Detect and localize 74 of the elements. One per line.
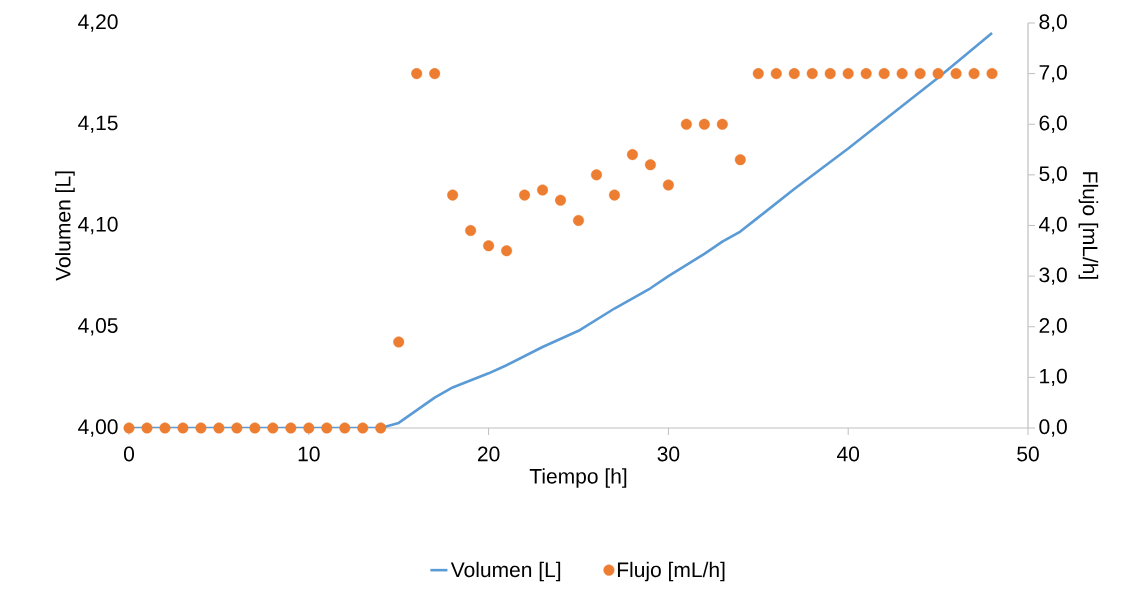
x-tick-label: 40 bbox=[837, 446, 860, 462]
point bbox=[339, 422, 351, 434]
point bbox=[806, 68, 818, 80]
x-tick-label: 20 bbox=[477, 446, 500, 462]
y2-tick-label: 1,0 bbox=[1040, 368, 1067, 387]
point bbox=[788, 68, 800, 80]
point bbox=[141, 422, 153, 434]
x-tick-label: 30 bbox=[657, 446, 680, 462]
legend-label: Volumen [L] bbox=[450, 561, 561, 582]
point bbox=[734, 154, 746, 166]
y2-tick-label: 0,0 bbox=[1039, 419, 1067, 437]
point bbox=[375, 422, 387, 434]
point bbox=[501, 245, 513, 257]
y-tick-label: 4,05 bbox=[78, 318, 118, 336]
y-axis-title: Volumen [L] bbox=[55, 171, 75, 281]
y2-tick-label: 6,0 bbox=[1039, 115, 1067, 133]
point bbox=[447, 189, 459, 201]
point bbox=[393, 336, 405, 348]
point bbox=[303, 422, 315, 434]
point bbox=[123, 422, 135, 434]
y2-axis-title: Flujo [mL/h] bbox=[1078, 172, 1099, 279]
point bbox=[429, 68, 441, 80]
point bbox=[213, 422, 225, 434]
point bbox=[914, 68, 926, 80]
point bbox=[662, 179, 674, 191]
legend-label: Flujo [mL/h] bbox=[617, 561, 725, 582]
point bbox=[698, 118, 710, 130]
point bbox=[680, 118, 692, 130]
y2-tick-label: 5,0 bbox=[1039, 166, 1067, 184]
point bbox=[896, 68, 908, 80]
y2-tick-label: 8,0 bbox=[1039, 14, 1067, 32]
y2-tick-label: 4,0 bbox=[1039, 216, 1067, 235]
point bbox=[932, 68, 944, 80]
point bbox=[519, 189, 531, 201]
point bbox=[195, 422, 207, 434]
point bbox=[968, 68, 980, 80]
point bbox=[537, 184, 549, 196]
x-tick-label: 0 bbox=[123, 446, 135, 462]
x-axis-title: Tiempo [h] bbox=[529, 468, 627, 488]
point bbox=[411, 68, 423, 80]
point bbox=[177, 422, 189, 434]
point bbox=[555, 194, 567, 206]
y-tick-label: 4,10 bbox=[78, 216, 118, 235]
point bbox=[842, 68, 854, 80]
point bbox=[267, 422, 279, 434]
x-tick-label: 50 bbox=[1017, 446, 1039, 462]
point bbox=[824, 68, 836, 80]
point bbox=[752, 68, 764, 80]
y-tick-label: 4,00 bbox=[78, 419, 118, 437]
point bbox=[285, 422, 297, 434]
point bbox=[716, 118, 728, 130]
x-tick-label: 10 bbox=[298, 446, 320, 462]
point bbox=[860, 68, 872, 80]
point bbox=[626, 149, 638, 161]
y2-tick-label: 2,0 bbox=[1039, 318, 1067, 336]
y-tick-label: 4,15 bbox=[78, 115, 118, 133]
point bbox=[986, 68, 998, 80]
point bbox=[357, 422, 369, 434]
point bbox=[573, 214, 584, 226]
y-tick-label: 4,20 bbox=[78, 14, 118, 32]
point bbox=[231, 422, 243, 434]
point bbox=[770, 68, 782, 80]
point bbox=[608, 189, 620, 201]
point bbox=[321, 422, 333, 434]
point bbox=[950, 68, 962, 80]
y2-tick-label: 3,0 bbox=[1039, 267, 1067, 285]
point bbox=[249, 422, 261, 434]
y2-tick-label: 7,0 bbox=[1039, 64, 1067, 83]
point bbox=[159, 422, 171, 434]
point bbox=[483, 240, 495, 252]
point bbox=[878, 68, 890, 80]
point bbox=[644, 159, 656, 171]
point bbox=[465, 225, 477, 237]
point bbox=[590, 169, 602, 181]
